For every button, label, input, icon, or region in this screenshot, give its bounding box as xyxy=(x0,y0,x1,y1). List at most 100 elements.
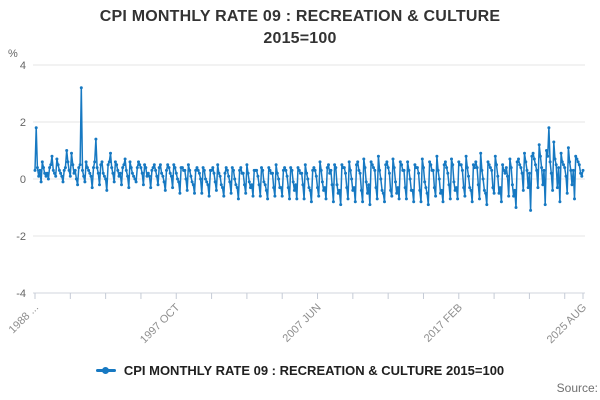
data-point-marker xyxy=(42,166,45,170)
data-point-marker xyxy=(138,163,142,167)
data-point-marker xyxy=(197,171,201,175)
data-point-marker xyxy=(133,177,137,181)
data-point-marker xyxy=(285,174,289,178)
data-point-marker xyxy=(232,168,235,172)
data-point-marker xyxy=(397,197,401,201)
data-point-marker xyxy=(126,174,130,178)
data-point-marker xyxy=(51,168,55,172)
data-point-marker xyxy=(112,180,116,184)
data-point-marker xyxy=(335,183,339,187)
data-point-marker xyxy=(48,166,52,170)
data-point-marker xyxy=(510,183,514,187)
data-point-marker xyxy=(227,174,231,178)
data-point-marker xyxy=(345,186,349,190)
data-point-marker xyxy=(98,183,101,187)
data-point-marker xyxy=(406,160,410,164)
data-point-marker xyxy=(525,168,529,172)
data-point-marker xyxy=(46,177,50,181)
data-point-marker xyxy=(363,166,367,170)
data-point-marker xyxy=(475,166,479,170)
data-point-marker xyxy=(101,171,105,175)
data-point-marker xyxy=(214,188,218,192)
data-point-marker xyxy=(351,188,355,192)
data-point-marker xyxy=(303,163,307,167)
data-point-marker xyxy=(367,183,371,187)
data-point-marker xyxy=(381,191,385,195)
data-point-marker xyxy=(439,191,442,195)
data-point-marker xyxy=(560,160,564,164)
data-point-marker xyxy=(63,166,67,170)
data-point-marker xyxy=(73,168,77,172)
chart-title: CPI MONTHLY RATE 09 : RECREATION & CULTU… xyxy=(0,6,600,50)
data-point-marker xyxy=(205,180,209,184)
data-point-marker xyxy=(118,171,122,175)
data-point-marker xyxy=(453,188,457,192)
data-point-marker xyxy=(251,194,255,198)
data-point-marker xyxy=(330,183,334,187)
data-point-marker xyxy=(425,191,429,195)
data-point-marker xyxy=(484,191,488,195)
data-point-marker xyxy=(177,180,181,184)
data-point-marker xyxy=(580,174,584,178)
y-tick-label: 2 xyxy=(20,117,26,129)
data-point-marker xyxy=(532,157,536,161)
data-point-marker xyxy=(346,197,350,201)
data-point-marker xyxy=(311,168,315,172)
data-point-marker xyxy=(442,163,446,167)
data-point-marker xyxy=(463,194,467,198)
data-point-marker xyxy=(144,166,148,170)
data-point-marker xyxy=(238,168,242,172)
data-point-marker xyxy=(366,191,369,195)
data-point-marker xyxy=(385,160,389,164)
data-point-marker xyxy=(450,157,453,161)
data-point-marker xyxy=(53,171,56,175)
data-point-marker xyxy=(402,168,406,172)
data-point-marker xyxy=(266,197,270,201)
data-point-marker xyxy=(180,166,184,170)
data-point-marker xyxy=(174,171,178,175)
data-point-marker xyxy=(445,166,449,170)
data-point-marker xyxy=(350,177,354,181)
data-point-marker xyxy=(329,168,333,172)
data-point-marker xyxy=(151,166,155,170)
data-point-marker xyxy=(545,149,548,152)
data-point-marker xyxy=(157,166,161,170)
data-point-marker xyxy=(66,160,70,164)
x-tick-label: 2017 FEB xyxy=(422,302,465,345)
data-point-marker xyxy=(297,168,301,172)
data-point-marker xyxy=(501,163,505,167)
data-point-marker xyxy=(476,183,480,187)
data-point-marker xyxy=(105,188,109,192)
series-line[interactable] xyxy=(34,87,584,212)
data-point-marker xyxy=(104,177,108,181)
data-point-marker xyxy=(454,186,458,190)
data-point-marker xyxy=(308,188,312,192)
y-tick-label: 0 xyxy=(20,174,26,186)
data-point-marker xyxy=(340,163,344,167)
data-point-marker xyxy=(94,137,98,141)
data-point-marker xyxy=(423,180,427,184)
data-point-marker xyxy=(570,183,574,187)
data-point-marker xyxy=(202,168,206,172)
data-point-marker xyxy=(538,154,542,158)
data-point-marker xyxy=(342,166,346,170)
data-point-marker xyxy=(428,160,432,164)
legend-item[interactable]: CPI MONTHLY RATE 09 : RECREATION & CULTU… xyxy=(95,363,504,378)
data-point-marker xyxy=(518,163,522,167)
data-point-marker xyxy=(264,188,268,192)
data-point-marker xyxy=(552,140,556,144)
data-point-marker xyxy=(503,171,507,175)
data-point-marker xyxy=(60,174,64,178)
data-point-marker xyxy=(87,168,91,172)
data-point-marker xyxy=(547,126,551,130)
data-point-marker xyxy=(487,163,491,167)
data-point-marker xyxy=(499,200,503,204)
data-point-marker xyxy=(263,183,267,187)
data-point-marker xyxy=(555,186,559,190)
data-point-marker xyxy=(531,151,535,155)
data-point-marker xyxy=(364,180,368,184)
data-point-marker xyxy=(390,194,394,198)
data-point-marker xyxy=(408,177,412,181)
data-point-marker xyxy=(530,154,534,158)
data-point-marker xyxy=(403,186,407,190)
